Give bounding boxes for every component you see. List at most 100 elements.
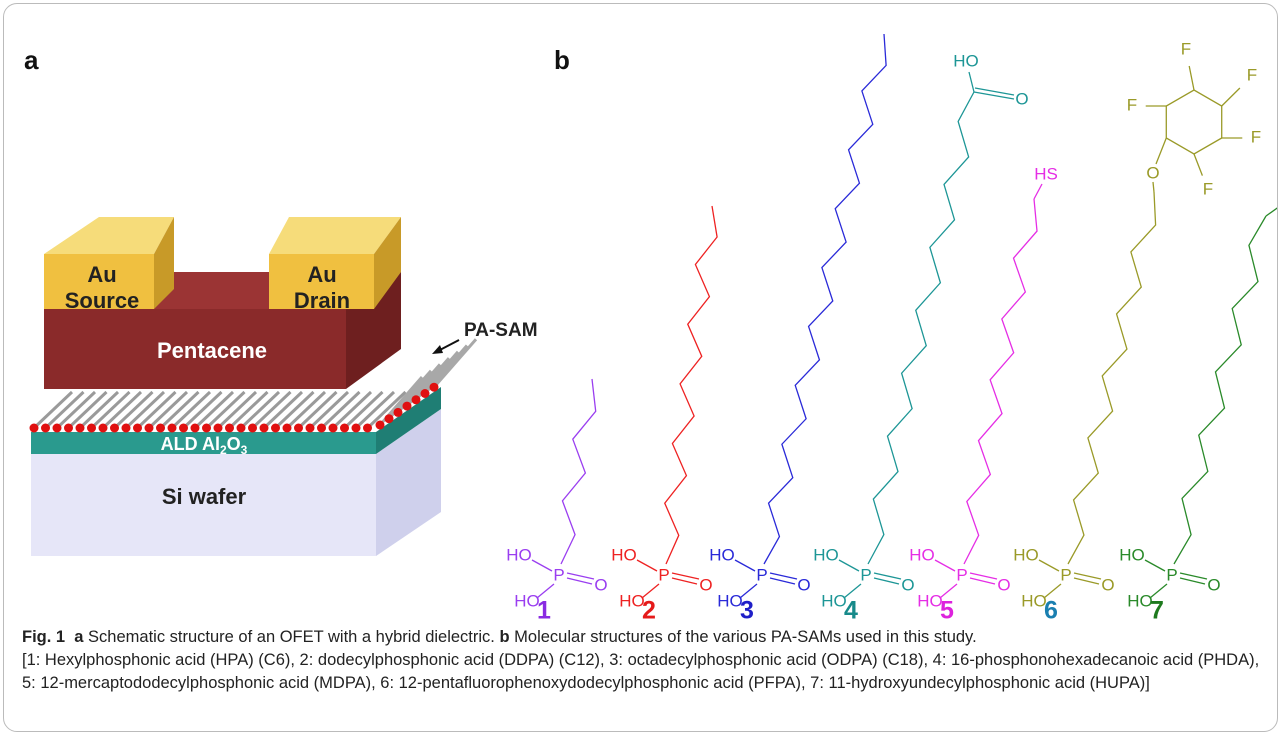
atom-label: O [1015,89,1028,108]
atom-label: HO [821,591,847,610]
sam-head [376,421,385,430]
bond [1153,182,1154,192]
alkyl-chain [1174,216,1266,564]
sam-head [122,424,131,433]
sam-head [156,424,165,433]
panel-label: a [24,45,39,75]
atom-label: F [1181,39,1191,58]
atom-label: O [1146,163,1159,182]
bond [770,573,797,579]
atom-label: P [956,565,967,584]
molecule-number: 5 [940,597,954,624]
alkyl-chain [764,34,886,564]
atom-label: HO [1013,545,1039,564]
bond [1074,573,1101,579]
bond [770,578,795,584]
sam-head [306,424,315,433]
atom-label: P [860,565,871,584]
bond [874,578,899,584]
atom-label: HO [611,545,637,564]
sam-head [202,424,211,433]
bond [1145,560,1165,571]
fig-label: Fig. 1 [22,628,65,646]
panel-label: b [554,45,570,75]
bond [1222,88,1240,106]
sam-head [99,424,108,433]
caption: Fig. 1 a Schematic structure of an OFET … [22,626,1267,695]
sam-head [248,424,257,433]
bond [637,560,657,571]
alkyl-chain [665,206,717,564]
bond [672,578,697,584]
atom-label: O [1207,575,1220,594]
atom-label: HO [514,591,540,610]
atom-label: F [1127,95,1137,114]
alkyl-chain [561,379,596,564]
bond [1180,573,1207,579]
source-top [44,217,174,254]
source-au: Au [87,262,116,287]
sam-head [53,424,62,433]
caption-text: Molecular structures of the various PA-S… [510,628,977,646]
sam-head [294,424,303,433]
alkyl-chain [1068,192,1156,564]
atom-label: P [1060,565,1071,584]
bond [1156,138,1166,164]
substrate-label: Si wafer [162,484,247,509]
sam-head [317,424,326,433]
atom-label: HO [909,545,935,564]
atom-label: HO [709,545,735,564]
atom-label: O [699,575,712,594]
bond [1034,184,1042,199]
atom-label: F [1203,179,1213,198]
molecules: HOPOHO1HOPOHO2HOPOHO3HOPOHOHOO4HOPOHOHS5… [506,34,1278,624]
source-label: Source [65,288,140,313]
atom-label: HO [1127,591,1153,610]
bond [970,573,997,579]
sam-label: PA-SAM [464,320,538,341]
sam-arrowhead [432,345,443,354]
phenyl-ring [1166,90,1221,154]
atom-label: O [1101,575,1114,594]
atom-label: HO [917,591,943,610]
bond [1039,560,1059,571]
drain-label: Drain [294,288,350,313]
sam-head [340,424,349,433]
atom-label: HO [506,545,532,564]
atom-label: HO [717,591,743,610]
alkyl-chain [868,92,974,564]
sam-head [133,424,142,433]
atom-label: P [1166,565,1177,584]
bond [532,560,552,571]
atom-label: O [997,575,1010,594]
bond [975,88,1014,95]
sam-head [237,424,246,433]
dielectric-label: ALD Al2O3 [161,434,248,457]
atom-label: P [756,565,767,584]
caption-line: Fig. 1 a Schematic structure of an OFET … [22,626,1267,649]
sam-head [385,414,394,423]
molecule-number: 7 [1150,597,1164,624]
atom-label: HO [1119,545,1145,564]
dielectric-sub: 3 [241,443,248,457]
atom-label: HO [619,591,645,610]
drain-au: Au [307,262,336,287]
caption-panel: b [499,628,509,646]
sam-head [260,424,269,433]
sam-head [421,389,430,398]
figure-art: Au Source Au Drain Pentacene PA-SAM ALD … [4,4,1278,624]
bond [935,560,955,571]
sam-head [179,424,188,433]
sam-head [214,424,223,433]
sam-head [168,424,177,433]
atom-label: O [797,575,810,594]
bond [735,560,755,571]
bond [567,578,592,584]
molecule-number: 4 [844,597,858,624]
atom-label: HO [813,545,839,564]
sam-head [352,424,361,433]
ofet-schematic: Au Source Au Drain Pentacene PA-SAM ALD … [30,217,538,556]
atom-label: F [1251,127,1261,146]
molecule-number: 6 [1044,597,1058,624]
sam-head [110,424,119,433]
